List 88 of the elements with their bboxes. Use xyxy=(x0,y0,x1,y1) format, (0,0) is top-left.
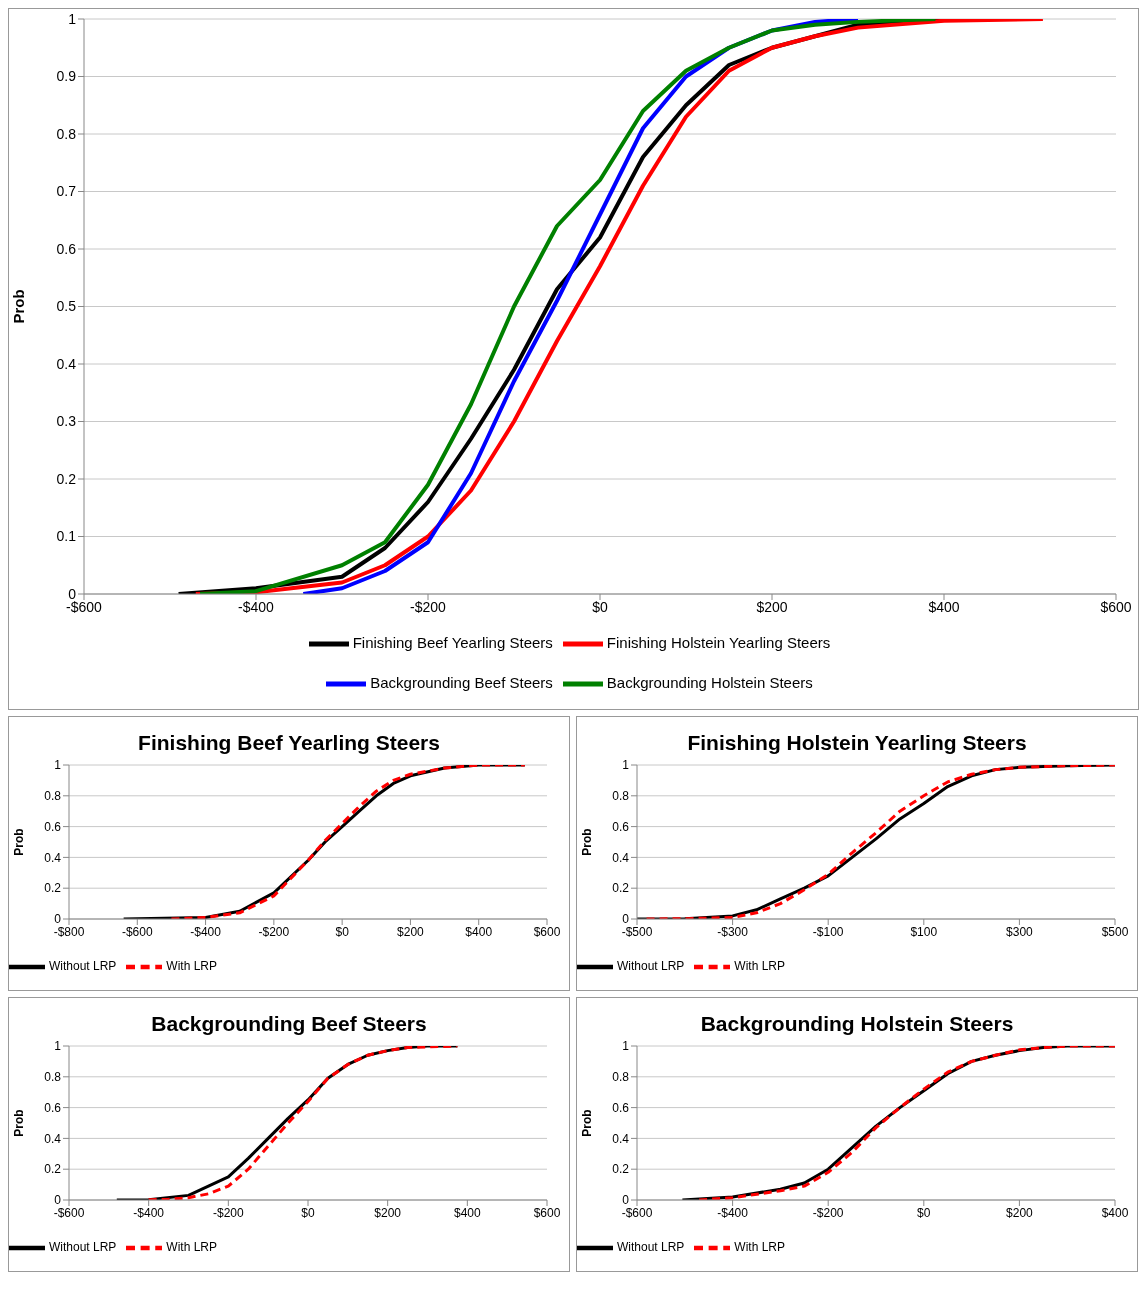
x-tick-label: $600 xyxy=(533,924,561,939)
y-tick-label: 0.2 xyxy=(56,470,77,487)
legend-label: Backgrounding Holstein Steers xyxy=(606,673,813,691)
x-tick-label: -$600 xyxy=(621,1205,653,1220)
chart-title: Backgrounding Holstein Steers xyxy=(699,1011,1015,1036)
legend-label: With LRP xyxy=(166,959,218,974)
y-tick-label: 0.2 xyxy=(612,881,630,896)
y-tick-label: 0.4 xyxy=(44,850,62,865)
chart-title: Finishing Holstein Yearling Steers xyxy=(686,730,1028,755)
x-tick-label: $200 xyxy=(1006,1205,1034,1220)
legend-label: Without LRP xyxy=(49,959,117,974)
y-tick-label: 1 xyxy=(68,10,77,27)
chart-title: Finishing Beef Yearling Steers xyxy=(137,730,441,755)
y-tick-label: 0.8 xyxy=(56,125,77,142)
y-tick-label: 0.9 xyxy=(56,68,77,85)
x-tick-label: $400 xyxy=(928,598,960,615)
legend-label: Without LRP xyxy=(49,1240,117,1255)
y-tick-label: 0.8 xyxy=(44,1070,62,1085)
x-tick-label: -$200 xyxy=(258,924,290,939)
y-tick-label: 0.2 xyxy=(44,881,62,896)
y-tick-label: 0.6 xyxy=(56,240,77,257)
y-tick-label: 0 xyxy=(54,1193,62,1208)
x-tick-label: -$500 xyxy=(621,924,653,939)
x-tick-label: -$400 xyxy=(190,924,222,939)
x-tick-label: $400 xyxy=(453,1205,481,1220)
x-tick-label: $200 xyxy=(374,1205,402,1220)
x-tick-label: -$600 xyxy=(121,924,153,939)
x-tick-label: -$300 xyxy=(717,924,749,939)
chart-title: Backgrounding Beef Steers xyxy=(150,1011,428,1036)
y-tick-label: 0.4 xyxy=(612,850,630,865)
legend-label: Backgrounding Beef Steers xyxy=(370,673,553,691)
x-tick-label: $0 xyxy=(335,924,350,939)
legend-label: Without LRP xyxy=(617,1240,685,1255)
y-tick-label: 0.3 xyxy=(56,413,77,430)
y-tick-label: 0.6 xyxy=(44,1100,62,1115)
y-tick-label: 0.7 xyxy=(56,183,77,200)
y-tick-label: 0 xyxy=(622,1193,630,1208)
y-axis-title: Prob xyxy=(580,1109,595,1137)
x-tick-label: $600 xyxy=(1100,598,1132,615)
y-tick-label: 0.2 xyxy=(44,1162,62,1177)
x-tick-label: $500 xyxy=(1101,924,1129,939)
y-tick-label: 0.4 xyxy=(44,1131,62,1146)
x-tick-label: -$200 xyxy=(410,598,447,615)
x-tick-label: -$400 xyxy=(133,1205,165,1220)
y-axis-title: Prob xyxy=(12,1109,27,1137)
y-axis-title: Prob xyxy=(10,289,28,324)
y-tick-label: 0 xyxy=(54,912,62,927)
y-tick-label: 0.4 xyxy=(56,355,77,372)
x-tick-label: $200 xyxy=(397,924,425,939)
x-tick-label: $400 xyxy=(1101,1205,1129,1220)
x-tick-label: -$100 xyxy=(812,924,844,939)
x-tick-label: $600 xyxy=(533,1205,561,1220)
y-tick-label: 0.5 xyxy=(56,298,77,315)
legend-label: Without LRP xyxy=(617,959,685,974)
legend-label: With LRP xyxy=(166,1240,218,1255)
x-tick-label: $200 xyxy=(756,598,788,615)
y-tick-label: 0.8 xyxy=(612,1070,630,1085)
y-axis-title: Prob xyxy=(580,828,595,856)
x-tick-label: -$400 xyxy=(238,598,275,615)
x-tick-label: -$600 xyxy=(53,1205,85,1220)
legend-label: With LRP xyxy=(734,1240,786,1255)
x-tick-label: $100 xyxy=(910,924,938,939)
y-tick-label: 0 xyxy=(622,912,630,927)
y-tick-label: 1 xyxy=(54,1039,62,1054)
x-tick-label: $0 xyxy=(917,1205,931,1220)
y-tick-label: 0.8 xyxy=(44,789,62,804)
y-tick-label: 0.6 xyxy=(612,819,630,834)
y-tick-label: 1 xyxy=(622,1039,630,1054)
y-tick-label: 1 xyxy=(54,758,62,773)
x-tick-label: -$200 xyxy=(812,1205,844,1220)
legend-label: Finishing Beef Yearling Steers xyxy=(352,633,553,651)
y-tick-label: 0.6 xyxy=(44,819,62,834)
x-tick-label: $300 xyxy=(1006,924,1034,939)
x-tick-label: -$800 xyxy=(53,924,85,939)
x-tick-label: $0 xyxy=(592,598,608,615)
y-tick-label: 0.1 xyxy=(56,528,77,545)
legend-label: Finishing Holstein Yearling Steers xyxy=(606,633,831,651)
y-axis-title: Prob xyxy=(12,828,27,856)
x-tick-label: $400 xyxy=(465,924,493,939)
x-tick-label: $0 xyxy=(301,1205,315,1220)
y-tick-label: 0.6 xyxy=(612,1100,630,1115)
x-tick-label: -$400 xyxy=(717,1205,749,1220)
y-tick-label: 1 xyxy=(622,758,630,773)
y-tick-label: 0.4 xyxy=(612,1131,630,1146)
legend-label: With LRP xyxy=(734,959,786,974)
y-tick-label: 0.8 xyxy=(612,789,630,804)
y-tick-label: 0.2 xyxy=(612,1162,630,1177)
x-tick-label: -$200 xyxy=(212,1205,244,1220)
